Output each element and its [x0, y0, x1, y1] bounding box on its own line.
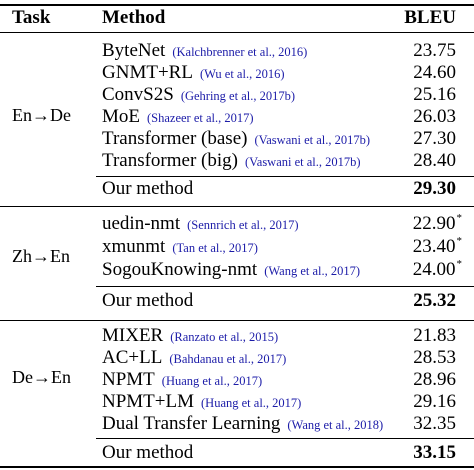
- citation-link[interactable]: (Vaswani et al., 2017b): [254, 133, 371, 147]
- bleu-score: 27.30: [413, 128, 456, 149]
- bleu-score: 22.90*: [412, 212, 463, 237]
- citation-link[interactable]: (Shazeer et al., 2017): [147, 111, 254, 125]
- bleu-score: 32.35: [413, 413, 456, 434]
- bleu-value: 22.90: [412, 213, 456, 234]
- method-row: Dual Transfer Learning (Wang et al., 2018…: [102, 413, 383, 436]
- our-method-label: Our method: [102, 442, 194, 463]
- bleu-score: 24.00*: [412, 258, 463, 283]
- task-zh-en: Zh→En: [12, 246, 70, 266]
- task-de-en: De→En: [12, 367, 71, 387]
- method-name: NPMT+LM: [102, 391, 195, 412]
- method-name: Transformer (base): [102, 128, 248, 149]
- bleu-score: 24.60: [413, 62, 456, 83]
- method-row: uedin-nmt (Sennrich et al., 2017): [102, 213, 299, 236]
- citation-link[interactable]: (Bahdanau et al., 2017): [169, 352, 287, 366]
- method-name: GNMT+RL: [102, 62, 193, 83]
- citation-link[interactable]: (Vaswani et al., 2017b): [244, 155, 361, 169]
- section-rule: [0, 206, 474, 207]
- asterisk-mark: *: [456, 258, 463, 270]
- header-bleu: BLEU: [404, 7, 456, 28]
- citation-link[interactable]: (Huang et al., 2017): [161, 374, 263, 388]
- asterisk-mark: *: [456, 212, 463, 224]
- our-method-label: Our method: [102, 178, 194, 199]
- method-row: ConvS2S (Gehring et al., 2017b): [102, 84, 295, 107]
- method-row: MIXER (Ranzato et al., 2015): [102, 325, 278, 348]
- citation-link[interactable]: (Kalchbrenner et al., 2016): [172, 45, 308, 59]
- method-name: MIXER: [102, 325, 164, 346]
- our-method-bleu: 33.15: [413, 442, 456, 463]
- bleu-score: 28.53: [413, 347, 456, 368]
- header-method: Method: [102, 7, 166, 28]
- method-name: xmunmt: [102, 236, 166, 257]
- citation-link[interactable]: (Wu et al., 2016): [199, 67, 285, 81]
- bottom-rule: [0, 466, 474, 468]
- bleu-score: 26.03: [413, 106, 456, 127]
- method-row: Transformer (big) (Vaswani et al., 2017b): [102, 150, 361, 173]
- task-en-de: En→De: [12, 105, 71, 125]
- asterisk-mark: *: [456, 235, 463, 247]
- bleu-score: 23.75: [413, 40, 456, 61]
- citation-link[interactable]: (Wang et al., 2018): [287, 418, 384, 432]
- bleu-score: 28.40: [413, 150, 456, 171]
- method-name: Transformer (big): [102, 150, 238, 171]
- method-row: xmunmt (Tan et al., 2017): [102, 236, 258, 259]
- method-name: Dual Transfer Learning: [102, 413, 281, 434]
- header-task: Task: [12, 7, 51, 28]
- citation-link[interactable]: (Sennrich et al., 2017): [187, 218, 299, 232]
- our-method-bleu: 29.30: [413, 178, 456, 199]
- method-name: ConvS2S: [102, 84, 174, 105]
- method-name: MoE: [102, 106, 140, 127]
- header-rule: [0, 32, 474, 33]
- method-row: NPMT+LM (Huang et al., 2017): [102, 391, 301, 414]
- our-method-label: Our method: [102, 290, 194, 311]
- method-row: AC+LL (Bahdanau et al., 2017): [102, 347, 286, 370]
- method-row: NPMT (Huang et al., 2017): [102, 369, 262, 392]
- method-name: AC+LL: [102, 347, 163, 368]
- citation-link[interactable]: (Ranzato et al., 2015): [170, 330, 279, 344]
- citation-link[interactable]: (Gehring et al., 2017b): [180, 89, 296, 103]
- method-name: uedin-nmt: [102, 213, 181, 234]
- method-name: SogouKnowing-nmt: [102, 259, 258, 280]
- bleu-score: 21.83: [413, 325, 456, 346]
- citation-link[interactable]: (Huang et al., 2017): [201, 396, 302, 410]
- top-rule: [0, 4, 474, 6]
- bleu-value: 23.40: [412, 236, 456, 257]
- group-rule: [96, 176, 474, 177]
- bleu-score: 29.16: [413, 391, 456, 412]
- method-row: GNMT+RL (Wu et al., 2016): [102, 62, 284, 85]
- method-name: ByteNet: [102, 40, 166, 61]
- bleu-score: 23.40*: [412, 235, 463, 260]
- bleu-score: 25.16: [413, 84, 456, 105]
- method-row: SogouKnowing-nmt (Wang et al., 2017): [102, 259, 360, 282]
- section-rule: [0, 320, 474, 321]
- group-rule: [96, 286, 474, 287]
- citation-link[interactable]: (Wang et al., 2017): [264, 264, 361, 278]
- method-row: ByteNet (Kalchbrenner et al., 2016): [102, 40, 307, 63]
- bleu-score: 28.96: [413, 369, 456, 390]
- our-method-bleu: 25.32: [413, 290, 456, 311]
- method-row: Transformer (base) (Vaswani et al., 2017b…: [102, 128, 370, 151]
- method-row: MoE (Shazeer et al., 2017): [102, 106, 254, 129]
- bleu-value: 24.00: [412, 259, 456, 280]
- group-rule: [96, 438, 474, 439]
- method-name: NPMT: [102, 369, 155, 390]
- citation-link[interactable]: (Tan et al., 2017): [172, 241, 258, 255]
